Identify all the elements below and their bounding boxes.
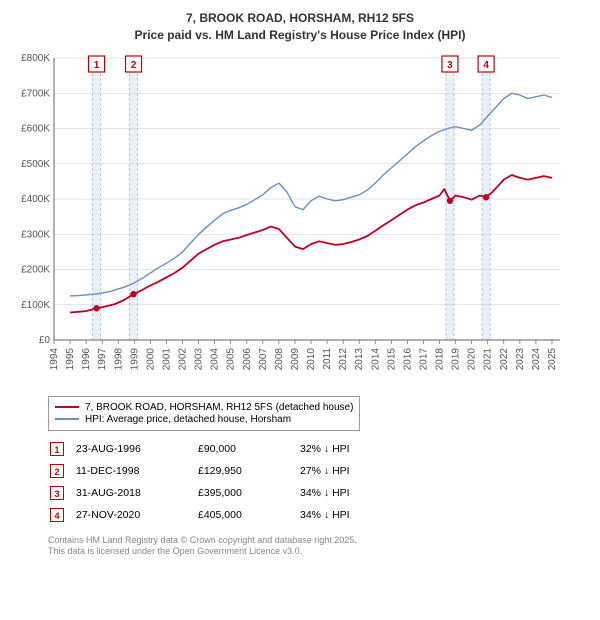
svg-text:2: 2 [131,60,137,71]
svg-text:2001: 2001 [161,347,172,370]
footer-line-1: Contains HM Land Registry data © Crown c… [48,535,590,547]
svg-text:2016: 2016 [402,347,413,370]
svg-text:£300K: £300K [21,229,50,240]
title-line-1: 7, BROOK ROAD, HORSHAM, RH12 5FS [10,10,590,27]
svg-text:2025: 2025 [547,347,558,370]
sale-date: 23-AUG-1996 [76,439,196,459]
chart: £0 £100K £200K £300K £400K £500K £600K £700K £80… [10,50,590,390]
svg-text:2007: 2007 [258,347,269,370]
sale-date: 27-NOV-2020 [76,505,196,525]
svg-text:2012: 2012 [338,347,349,370]
svg-text:2004: 2004 [210,347,221,370]
sale-marker: 1 [50,442,64,456]
svg-text:2002: 2002 [178,347,189,370]
svg-text:2021: 2021 [483,347,494,370]
sale-diff: 32% ↓ HPI [300,439,360,459]
svg-text:1994: 1994 [49,347,60,370]
legend-label: HPI: Average price, detached house, Hors… [85,414,291,425]
svg-text:2019: 2019 [451,347,462,370]
legend: 7, BROOK ROAD, HORSHAM, RH12 5FS (detach… [48,396,360,431]
svg-text:2005: 2005 [226,347,237,370]
svg-text:2014: 2014 [370,347,381,370]
sale-price: £129,950 [198,461,298,481]
svg-text:2020: 2020 [467,347,478,370]
svg-text:2009: 2009 [290,347,301,370]
svg-text:1998: 1998 [113,347,124,370]
title-line-2: Price paid vs. HM Land Registry's House … [10,27,590,44]
svg-text:£0: £0 [39,335,51,346]
sale-date: 31-AUG-2018 [76,483,196,503]
table-row: 2 11-DEC-1998£129,95027% ↓ HPI [50,461,360,481]
sale-diff: 34% ↓ HPI [300,483,360,503]
table-row: 4 27-NOV-2020£405,00034% ↓ HPI [50,505,360,525]
sale-marker: 2 [50,464,64,478]
sale-price: £90,000 [198,439,298,459]
svg-text:2011: 2011 [322,347,333,369]
chart-svg: £0 £100K £200K £300K £400K £500K £600K £700K £80… [10,50,570,390]
sales-table: 1 23-AUG-1996£90,00032% ↓ HPI 2 11-DEC-1998… [48,437,362,527]
table-row: 1 23-AUG-1996£90,00032% ↓ HPI [50,439,360,459]
title-block: 7, BROOK ROAD, HORSHAM, RH12 5FS Price p… [10,10,590,44]
sale-diff: 34% ↓ HPI [300,505,360,525]
sale-price: £395,000 [198,483,298,503]
svg-text:£200K: £200K [21,264,50,275]
svg-text:2017: 2017 [418,347,429,370]
svg-text:3: 3 [447,60,453,71]
svg-text:£100K: £100K [21,299,50,310]
legend-row: HPI: Average price, detached house, Hors… [55,414,353,425]
svg-text:1999: 1999 [129,347,140,370]
svg-text:2010: 2010 [306,347,317,370]
chart-container: 7, BROOK ROAD, HORSHAM, RH12 5FS Price p… [10,10,590,558]
table-row: 3 31-AUG-2018£395,00034% ↓ HPI [50,483,360,503]
svg-text:1995: 1995 [65,347,76,370]
svg-text:1996: 1996 [81,347,92,370]
svg-text:£500K: £500K [21,158,50,169]
svg-text:2013: 2013 [354,347,365,370]
svg-text:2023: 2023 [515,347,526,370]
svg-text:2008: 2008 [274,347,285,370]
footer-note: Contains HM Land Registry data © Crown c… [48,535,590,558]
svg-text:2022: 2022 [499,347,510,370]
legend-swatch [55,418,79,420]
legend-label: 7, BROOK ROAD, HORSHAM, RH12 5FS (detach… [85,402,353,413]
svg-text:£600K: £600K [21,123,50,134]
svg-text:2024: 2024 [531,347,542,370]
sale-marker: 4 [50,508,64,522]
svg-text:£400K: £400K [21,194,50,205]
legend-row: 7, BROOK ROAD, HORSHAM, RH12 5FS (detach… [55,402,353,413]
svg-text:4: 4 [483,60,489,71]
svg-text:2003: 2003 [194,347,205,370]
legend-swatch [55,406,79,408]
svg-text:1: 1 [94,60,100,71]
svg-text:£800K: £800K [21,53,50,64]
svg-text:2006: 2006 [242,347,253,370]
sale-price: £405,000 [198,505,298,525]
svg-text:£700K: £700K [21,88,50,99]
footer-line-2: This data is licensed under the Open Gov… [48,546,590,558]
sale-marker: 3 [50,486,64,500]
sale-date: 11-DEC-1998 [76,461,196,481]
svg-text:2000: 2000 [145,347,156,370]
svg-text:2018: 2018 [435,347,446,370]
svg-text:1997: 1997 [97,347,108,370]
sale-diff: 27% ↓ HPI [300,461,360,481]
svg-text:2015: 2015 [386,347,397,370]
